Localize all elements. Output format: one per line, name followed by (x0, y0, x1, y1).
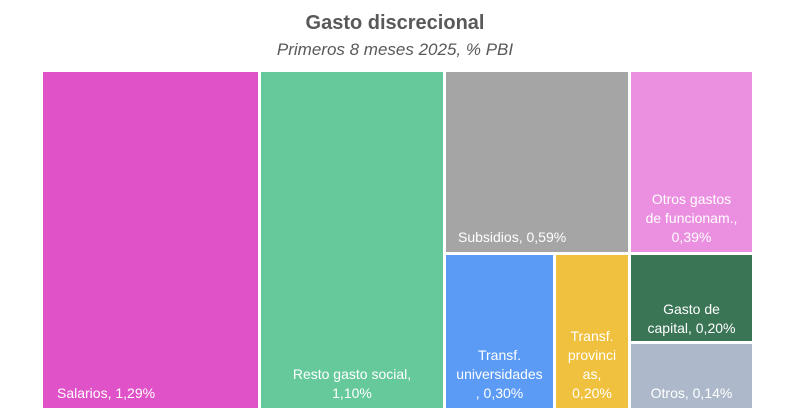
tile-label: Transf. provinci as, 0,20% (568, 328, 616, 401)
chart-title: Gasto discrecional (305, 12, 485, 34)
treemap-rect (631, 72, 752, 252)
tile-label: Otros, 0,14% (651, 385, 733, 401)
tile-label: Otros gastos de funcionam., 0,39% (646, 191, 738, 245)
treemap-rect (43, 72, 258, 408)
tile-label: Transf. universidades, 0,30% (456, 347, 542, 401)
treemap-tile: Otros gastos de funcionam., 0,39% (631, 72, 752, 252)
tile-label: Resto gasto social, 1,10% (293, 366, 411, 401)
tile-label: Gasto de capital, 0,20% (648, 301, 736, 336)
treemap-tile: Subsidios, 0,59% (446, 72, 628, 252)
tile-label: Salarios, 1,29% (57, 385, 155, 401)
treemap-tile: Transf. universidades, 0,30% (446, 255, 553, 408)
treemap-rect (446, 72, 628, 252)
chart-subtitle: Primeros 8 meses 2025, % PBI (276, 40, 514, 59)
treemap-tile: Gasto de capital, 0,20% (631, 255, 752, 341)
treemap-tile: Transf. provinci as, 0,20% (556, 255, 628, 408)
treemap-rect (261, 72, 443, 408)
treemap-rect (556, 255, 628, 408)
treemap-tile: Resto gasto social, 1,10% (261, 72, 443, 408)
treemap-rect (631, 255, 752, 341)
treemap-tile: Salarios, 1,29% (43, 72, 258, 408)
treemap-rect (631, 344, 752, 408)
tile-label: Subsidios, 0,59% (458, 229, 566, 245)
treemap-rect (446, 255, 553, 408)
treemap-tile: Otros, 0,14% (631, 344, 752, 408)
